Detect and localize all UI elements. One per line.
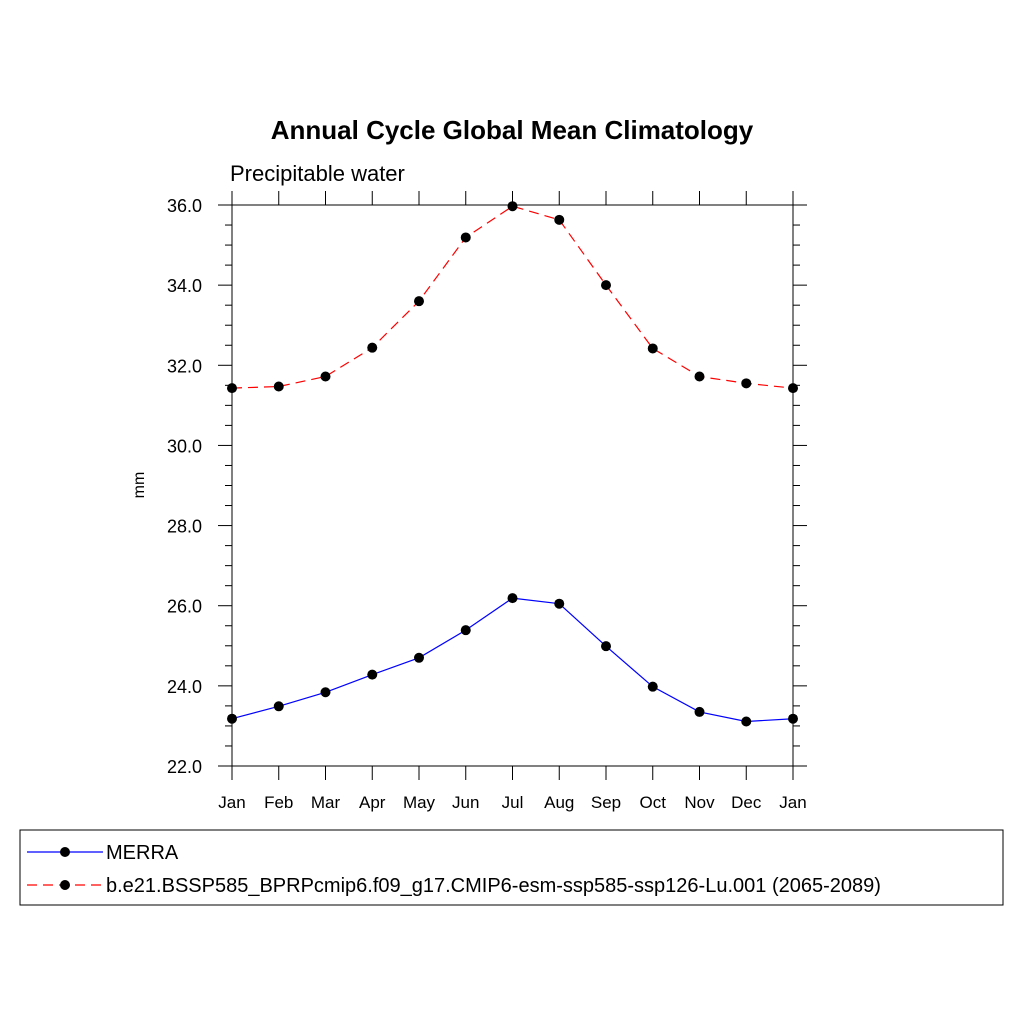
axis-ticks: Jan Feb Mar Apr May Jun Jul Aug Sep Oct Nov Dec Jan 2… <box>167 191 807 812</box>
x-tick-label-1: Feb <box>264 793 293 812</box>
chart-subtitle: Precipitable water <box>230 161 405 186</box>
series-0-point-10 <box>694 706 705 717</box>
x-tick-label-12: Jan <box>779 793 806 812</box>
x-tick-label-3: Apr <box>359 793 386 812</box>
x-tick-label-8: Sep <box>591 793 621 812</box>
legend-label-1: b.e21.BSSP585_BPRPcmip6.f09_g17.CMIP6-es… <box>106 875 881 897</box>
series-0-point-3 <box>367 669 378 680</box>
y-tick-label-6: 34.0 <box>167 276 202 296</box>
y-tick-label-7: 36.0 <box>167 196 202 216</box>
series-0-point-11 <box>741 716 752 727</box>
series-1-point-2 <box>320 371 331 382</box>
y-tick-label-2: 26.0 <box>167 597 202 617</box>
series-1-point-10 <box>694 371 705 382</box>
series-1-point-4 <box>414 296 424 307</box>
series-1-point-3 <box>367 342 378 353</box>
y-tick-label-1: 24.0 <box>167 677 202 697</box>
series-line-1 <box>231 205 794 389</box>
series-0-point-9 <box>647 681 658 692</box>
series-1-point-5 <box>460 232 471 243</box>
series-1-point-0 <box>227 383 237 394</box>
series-0-point-1 <box>273 701 284 712</box>
series-1-point-9 <box>647 343 658 354</box>
x-tick-label-11: Dec <box>731 793 762 812</box>
x-tick-label-10: Nov <box>684 793 715 812</box>
x-tick-label-0: Jan <box>218 793 245 812</box>
y-axis-label: mm <box>131 472 148 499</box>
legend-marker-0 <box>60 847 70 857</box>
y-tick-label-4: 30.0 <box>167 436 202 456</box>
series-0-point-5 <box>460 625 471 636</box>
x-tick-label-2: Mar <box>311 793 341 812</box>
series-1-point-6 <box>507 201 518 212</box>
series-0-point-0 <box>227 713 237 724</box>
y-tick-label-0: 22.0 <box>167 757 202 777</box>
legend: MERRA b.e21.BSSP585_BPRPcmip6.f09_g17.CMI… <box>27 842 881 897</box>
series-0-point-6 <box>507 593 518 604</box>
y-tick-label-5: 32.0 <box>167 356 202 376</box>
x-tick-label-7: Aug <box>544 793 574 812</box>
series-0-point-4 <box>414 652 424 663</box>
series-1-point-1 <box>273 381 284 392</box>
series-0-point-12 <box>788 713 798 724</box>
series-1-point-12 <box>788 383 798 394</box>
series-0-point-7 <box>554 598 565 609</box>
series-line-0 <box>231 597 794 723</box>
plot-frame <box>231 204 794 767</box>
series-0-point-2 <box>320 687 331 698</box>
chart-title: Annual Cycle Global Mean Climatology <box>271 115 754 145</box>
x-tick-label-6: Jul <box>502 793 524 812</box>
legend-label-0: MERRA <box>106 842 179 864</box>
x-tick-label-5: Jun <box>452 793 479 812</box>
series-0-point-8 <box>601 641 611 652</box>
series-1-point-11 <box>741 378 752 389</box>
y-tick-label-3: 28.0 <box>167 517 202 537</box>
legend-marker-1 <box>60 880 70 890</box>
series-1-point-7 <box>554 214 565 225</box>
x-tick-label-4: May <box>403 793 436 812</box>
x-tick-label-9: Oct <box>640 793 667 812</box>
series-layer <box>227 201 798 727</box>
series-1-point-8 <box>601 280 611 291</box>
legend-box <box>19 829 1004 906</box>
